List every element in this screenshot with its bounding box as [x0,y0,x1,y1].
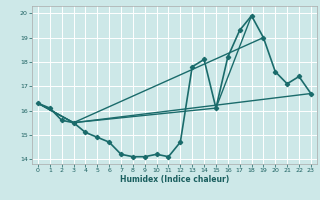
X-axis label: Humidex (Indice chaleur): Humidex (Indice chaleur) [120,175,229,184]
